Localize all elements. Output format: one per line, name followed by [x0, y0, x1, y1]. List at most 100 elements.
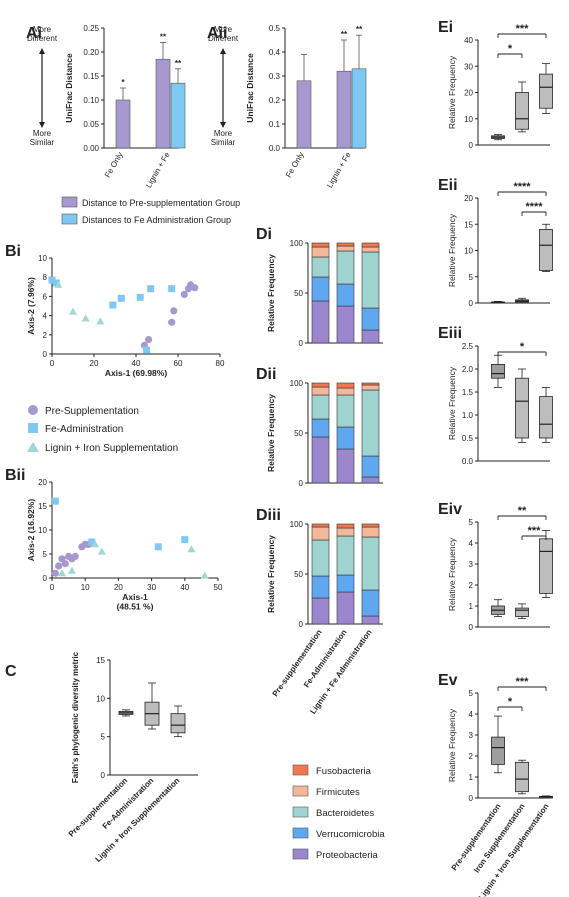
legend-label: Verrucomicrobia [316, 829, 385, 840]
Bii-y-tick-label: 5 [43, 550, 48, 559]
significance-label: * [508, 696, 513, 708]
stacked-segment-verrucomicrobia [336, 426, 355, 450]
Ai-y-tick-label: 0.20 [83, 48, 99, 57]
Eiii-y-tick-label: 1.0 [462, 411, 474, 420]
stacked-segment-fusobacteria [336, 382, 355, 389]
point-pre-supplementation [180, 290, 188, 299]
Bii-y-tick-label: 10 [38, 526, 47, 535]
stacked-segment-verrucomicrobia [336, 574, 355, 593]
significance-label: * [520, 341, 525, 353]
x-tick-label: 40 [132, 359, 141, 368]
y-axis-label: UniFrac Distance [245, 53, 255, 123]
Eiii-y-tick-label: 2.5 [462, 342, 474, 351]
Eiv-y-tick-label: 3 [469, 560, 474, 569]
Ev-y-tick-label: 1 [469, 773, 474, 782]
more-different-label: More Different [208, 25, 239, 43]
point-pre-supplementation [170, 307, 178, 315]
y-axis-label: Relative Frequency [266, 394, 276, 472]
panel-label-Eii: Eii [438, 177, 458, 194]
significance-label: ** [341, 30, 348, 39]
Diii-y-tick-label: 100 [290, 520, 304, 529]
y-axis-label: Relative Frequency [447, 366, 457, 440]
significance-label: **** [513, 181, 531, 193]
panel-label-Ai: Ai [26, 25, 42, 42]
Diii-y-tick-label: 0 [299, 620, 304, 629]
Eii-y-tick-label: 5 [469, 273, 474, 282]
stacked-segment-firmicutes [336, 527, 355, 537]
point-fe-administration [109, 301, 117, 309]
Di-y-tick-label: 50 [294, 289, 303, 298]
x-tick-label: Lignin + Fe [325, 150, 353, 189]
y-axis-label: Relative Frequency [447, 213, 457, 287]
stacked-segment-proteobacteria [361, 615, 380, 625]
significance-label: ** [356, 25, 363, 34]
C-y-tick-label: 15 [96, 656, 105, 665]
significance-label: ** [175, 59, 182, 68]
panel-label-Aii: Aii [207, 25, 227, 42]
x-tick-label: 80 [216, 359, 225, 368]
stacked-segment-fusobacteria [361, 242, 380, 248]
Bi-y-tick-label: 8 [43, 273, 48, 282]
Aii-y-tick-label: 0.0 [269, 144, 281, 153]
C-y-tick-label: 5 [101, 733, 106, 742]
Eiv-y-tick-label: 5 [469, 518, 474, 527]
Ai-y-tick-label: 0.15 [83, 72, 99, 81]
y-axis-label: Relative Frequency [266, 535, 276, 613]
point-lignin-iron [69, 307, 77, 315]
panel-label-Ev: Ev [438, 672, 458, 689]
point-fe-administration [147, 285, 155, 293]
Ev-y-tick-label: 2 [469, 752, 474, 761]
Ai-y-tick-label: 0.25 [83, 24, 99, 33]
x-tick-label: Fe Only [284, 151, 306, 180]
stacked-segment-bacteroidetes [311, 539, 330, 577]
stacked-segment-bacteroidetes [361, 389, 380, 457]
Ev-y-tick-label: 4 [469, 710, 474, 719]
stacked-segment-firmicutes [361, 384, 380, 391]
stacked-segment-proteobacteria [311, 300, 330, 344]
Eiii-y-tick-label: 0.5 [462, 434, 474, 443]
Aii-y-tick-label: 0.1 [269, 120, 281, 129]
Aii-y-tick-label: 0.4 [269, 48, 281, 57]
significance-label: *** [516, 676, 530, 688]
legend-marker-fe [28, 423, 38, 433]
Bii-y-tick-label: 0 [43, 574, 48, 583]
stacked-segment-bacteroidetes [336, 394, 355, 428]
legend-swatch [292, 806, 309, 818]
significance-label: ** [160, 32, 167, 41]
bar-fe [351, 68, 367, 149]
y-axis-label: Relative Frequency [447, 55, 457, 129]
point-lignin-iron [91, 540, 100, 548]
panel-label-Ei: Ei [438, 19, 453, 36]
y-axis-label: Relative Frequency [447, 537, 457, 611]
arrow-head-up [39, 48, 45, 54]
x-tick-label: 30 [147, 583, 156, 592]
Eiii-y-tick-label: 1.5 [462, 388, 474, 397]
box [539, 73, 553, 109]
Eii-y-tick-label: 20 [464, 194, 473, 203]
stacked-segment-bacteroidetes [336, 535, 355, 576]
point-pre-supplementation [191, 284, 199, 292]
more-different-label: More Different [27, 25, 58, 43]
stacked-segment-firmicutes [361, 246, 380, 253]
stacked-segment-bacteroidetes [311, 256, 330, 278]
x-tick-label: 20 [114, 583, 123, 592]
stacked-segment-proteobacteria [336, 591, 355, 625]
Bi-y-tick-label: 10 [38, 254, 47, 263]
Eiv-y-tick-label: 4 [469, 539, 474, 548]
Bii-y-tick-label: 15 [38, 502, 47, 511]
x-tick-label: 0 [50, 359, 55, 368]
Eiv-y-tick-label: 1 [469, 602, 474, 611]
x-tick-label: 50 [214, 583, 223, 592]
bar-pre [155, 58, 171, 149]
y-axis-label: Axis-2 (7.96%) [26, 277, 36, 335]
Ai-y-tick-label: 0.05 [83, 120, 99, 129]
panel-label-Eiii: Eiii [438, 325, 462, 342]
panel-label-Eiv: Eiv [438, 501, 462, 518]
legend-swatch [292, 848, 309, 860]
significance-label: *** [516, 23, 530, 35]
stacked-segment-bacteroidetes [361, 536, 380, 591]
panel-label-C: C [5, 663, 17, 680]
point-pre-supplementation [145, 336, 153, 344]
y-axis-label: Relative Frequency [266, 254, 276, 332]
